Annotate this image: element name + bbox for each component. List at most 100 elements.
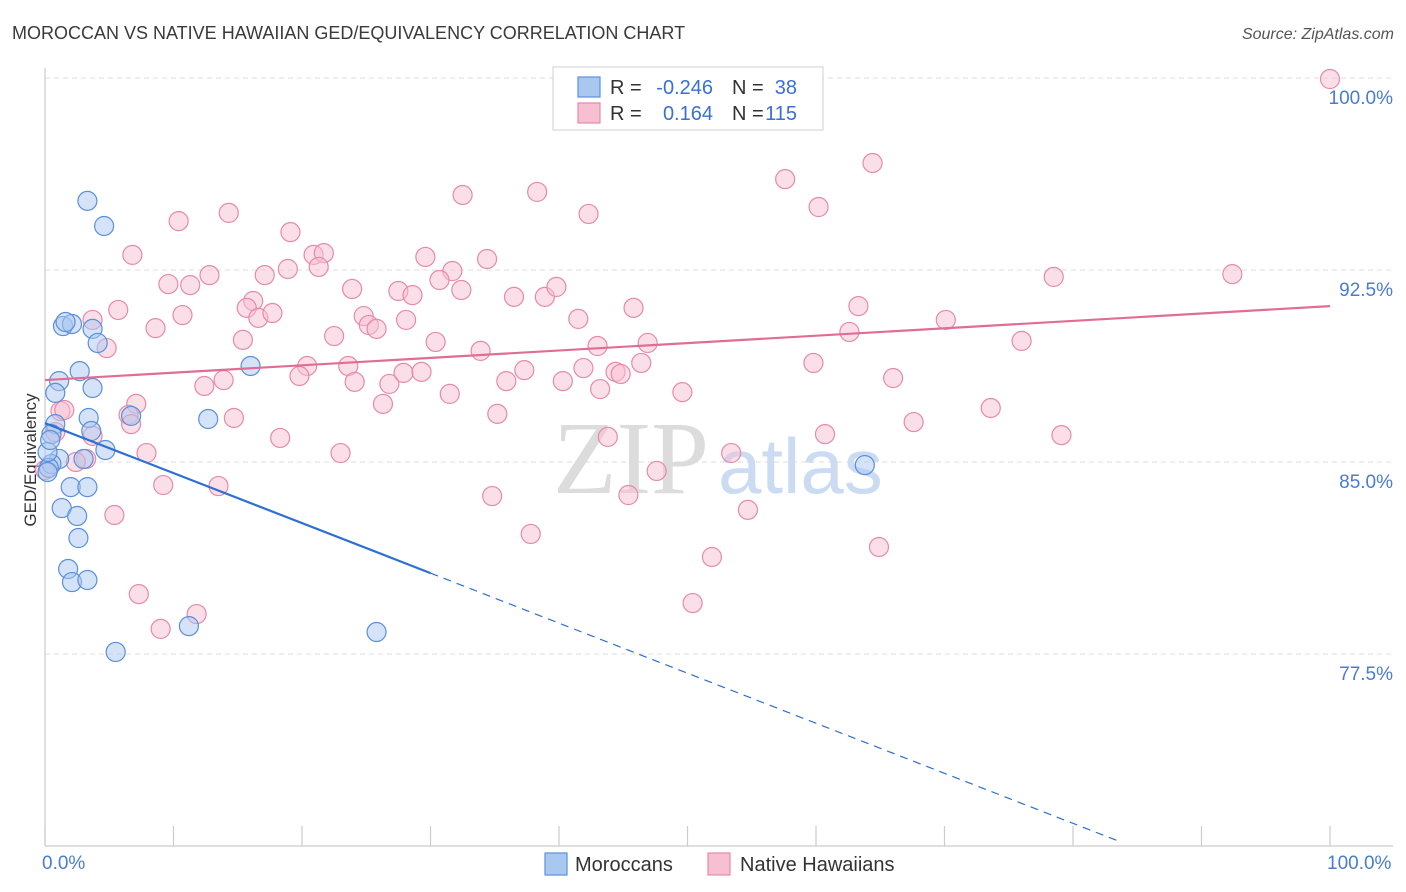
moroccans-legend-swatch (577, 76, 601, 98)
moroccans-point (854, 454, 875, 476)
native-hawaiians-point (775, 169, 796, 190)
native-hawaiians-point (104, 504, 125, 526)
moroccans-point (45, 382, 66, 403)
native-hawaiians-point (935, 309, 956, 331)
native-hawaiians-point (379, 373, 400, 395)
native-hawaiians-point (496, 371, 517, 392)
native-hawaiians-point (395, 309, 417, 331)
native-hawaiians-point (277, 258, 298, 280)
native-hawaiians-point (153, 474, 174, 496)
native-hawaiians-point (672, 382, 693, 403)
watermark: ZIP atlas (553, 401, 883, 516)
y-tick-label: 92.5% (1339, 280, 1393, 301)
native-hawaiians-point (590, 378, 611, 400)
native-hawaiians-point (701, 546, 723, 568)
moroccans-point (67, 505, 88, 527)
native-hawaiians-point (439, 383, 460, 405)
native-hawaiians-point (223, 407, 244, 429)
native-hawaiians-point (568, 308, 589, 329)
moroccans-point (40, 429, 61, 451)
native-hawaiians-point (218, 202, 239, 224)
moroccans-series-swatch (544, 852, 568, 876)
moroccans-points (37, 190, 875, 663)
native-hawaiians-point (199, 265, 220, 286)
native-hawaiians-point (1222, 263, 1243, 285)
native-hawaiians-point (546, 276, 567, 297)
moroccans-n-label: N = (732, 77, 764, 99)
moroccans-series-label: Moroccans (575, 854, 673, 876)
moroccans-point (240, 355, 261, 377)
native-hawaiians-point (213, 369, 234, 391)
moroccans-r-label: R = (610, 77, 642, 99)
native-hawaiians-point (128, 583, 149, 605)
native-hawaiians-point (839, 321, 860, 343)
native-hawaiians-point (882, 367, 904, 389)
native-hawaiians-point (324, 325, 345, 347)
native-hawaiians-point (452, 184, 473, 206)
native-hawaiians-point (814, 423, 836, 445)
native-hawaiians-point (402, 284, 423, 306)
native-hawaiians-point (903, 411, 924, 433)
native-hawaiians-point (848, 295, 869, 317)
native-hawaiians-point (808, 196, 829, 218)
x-tick-label: 0.0% (42, 853, 85, 874)
native-hawaiians-point (482, 485, 503, 507)
native-hawaiians-n-value: 115 (765, 103, 797, 125)
moroccans-point (120, 405, 142, 427)
native-hawaiians-point (366, 318, 387, 339)
native-hawaiians-point (610, 363, 631, 385)
native-hawaiians-point (487, 403, 508, 424)
native-hawaiians-point (597, 426, 618, 448)
moroccans-point (366, 621, 387, 643)
y-tick-label: 85.0% (1339, 472, 1393, 493)
native-hawaiians-point (1319, 68, 1341, 90)
native-hawaiians-point (1011, 330, 1032, 352)
native-hawaiians-point (503, 286, 525, 307)
native-hawaiians-point (172, 304, 193, 326)
native-hawaiians-point (411, 361, 432, 382)
moroccans-point (37, 461, 58, 483)
moroccans-point (69, 361, 90, 382)
native-hawaiians-point (520, 523, 541, 545)
native-hawaiians-points (34, 67, 1341, 640)
native-hawaiians-point (194, 375, 215, 397)
native-hawaiians-point (232, 329, 253, 350)
native-hawaiians-point (1051, 425, 1072, 446)
gridlines: 100.0% 92.5% 85.0% 77.5% (45, 77, 1393, 685)
native-hawaiians-point (862, 152, 883, 174)
native-hawaiians-point (646, 460, 667, 482)
native-hawaiians-point (108, 299, 129, 321)
native-hawaiians-point (289, 365, 310, 387)
native-hawaiians-point (527, 181, 548, 203)
native-hawaiians-point (637, 332, 658, 354)
native-hawaiians-point (980, 397, 1001, 419)
native-hawaiians-point (270, 427, 291, 449)
moroccans-r-value: -0.246 (656, 77, 713, 99)
moroccans-point (77, 569, 98, 591)
native-hawaiians-point (1043, 266, 1064, 288)
native-hawaiians-series-label: Native Hawaiians (740, 854, 895, 876)
native-hawaiians-n-label: N = (732, 103, 764, 125)
moroccans-point (68, 527, 89, 549)
native-hawaiians-point (476, 248, 498, 270)
moroccans-n-value: 38 (775, 77, 797, 99)
moroccans-point (94, 215, 115, 237)
source-label: Source: ZipAtlas.com (1242, 26, 1394, 43)
native-hawaiians-point (254, 265, 275, 286)
native-hawaiians-point (262, 302, 283, 324)
native-hawaiians-point (180, 275, 201, 296)
native-hawaiians-point (145, 318, 166, 339)
native-hawaiians-point (372, 393, 394, 414)
native-hawaiians-point (280, 222, 301, 243)
native-hawaiians-r-value: 0.164 (663, 103, 713, 125)
native-hawaiians-point (470, 340, 491, 361)
native-hawaiians-point (578, 203, 599, 225)
series-legend: Moroccans Native Hawaiians (544, 852, 895, 876)
moroccans-trend-line (44, 422, 431, 575)
chart-title: MOROCCAN VS NATIVE HAWAIIAN GED/EQUIVALE… (12, 23, 685, 43)
native-hawaiians-point (425, 331, 446, 353)
native-hawaiians-point (552, 371, 573, 392)
native-hawaiians-point (514, 359, 535, 381)
moroccans-trend-extension (430, 572, 1119, 842)
